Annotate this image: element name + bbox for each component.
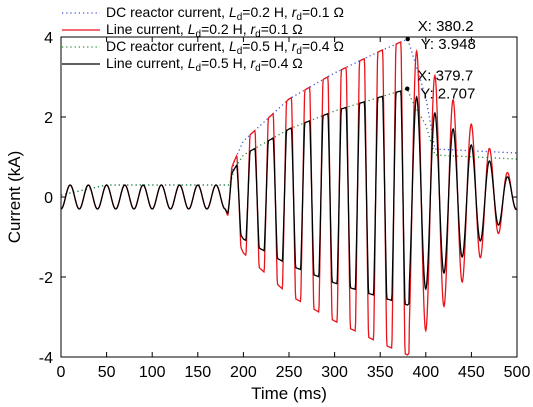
datatip-marker (405, 36, 410, 42)
legend-label-part: =0.1 Ω (261, 21, 303, 37)
series-4-line (61, 90, 517, 306)
legend-label-part: d (255, 29, 261, 40)
legend-label-part: L (188, 55, 196, 71)
legend-label-part: =0.2 H, (201, 21, 250, 37)
legend-label-part: d (296, 46, 302, 57)
legend-label: DC reactor current, Ld=0.5 H, rd=0.4 Ω (106, 38, 344, 57)
datatip-marker (405, 86, 410, 91)
legend-label: Line current, Ld=0.5 H, rd=0.4 Ω (106, 55, 303, 74)
x-tick-label: 300 (321, 364, 348, 381)
x-axis-title: Time (ms) (251, 384, 327, 403)
x-tick-label: 450 (458, 364, 485, 381)
legend-label-part: d (296, 12, 302, 23)
y-tick-label: 4 (44, 30, 53, 47)
x-tick-label: 350 (367, 364, 394, 381)
y-tick-label: 2 (44, 110, 53, 127)
x-tick-label: 100 (139, 364, 166, 381)
datatip-y-label: Y: 2.707 (420, 86, 475, 103)
axes-layer: 0 50 100 150 200 250 300 350 400 450 500 -4 -2 0 2 4 (39, 30, 531, 381)
legend-label-part: =0.4 Ω (302, 38, 344, 54)
y-tick-label: -4 (39, 350, 53, 367)
y-tick-label: 0 (44, 190, 53, 207)
x-tick-label: 400 (412, 364, 439, 381)
legend-label-part: L (229, 38, 237, 54)
legend-label-part: =0.4 Ω (261, 55, 303, 71)
x-tick-label: 0 (57, 364, 66, 381)
legend-label-part: r (251, 55, 257, 71)
datatip-y-label: Y: 3.948 (421, 36, 476, 53)
x-tick-label: 150 (184, 364, 211, 381)
legend-label-part: L (229, 4, 237, 20)
x-tick-label: 50 (98, 364, 116, 381)
x-tick-label: 500 (504, 364, 531, 381)
legend-label-part: =0.5 H, (201, 55, 250, 71)
legend-label-part: =0.5 H, (242, 38, 291, 54)
datatip-x-label: X: 379.7 (417, 68, 473, 85)
legend: DC reactor current, Ld=0.2 H, rd=0.1 ΩLi… (62, 4, 344, 74)
legend-label-part: Line current, (106, 55, 188, 71)
legend-label-part: =0.1 Ω (302, 4, 344, 20)
series-layer (61, 38, 517, 356)
legend-label: Line current, Ld=0.2 H, rd=0.1 Ω (106, 21, 303, 40)
series-3-line (61, 88, 517, 196)
y-axis-title: Current (kA) (5, 151, 24, 244)
legend-label-part: r (292, 38, 298, 54)
legend-label: DC reactor current, Ld=0.2 H, rd=0.1 Ω (106, 4, 344, 23)
legend-label-part: L (188, 21, 196, 37)
y-tick-label: -2 (39, 270, 53, 287)
legend-label-part: Line current, (106, 21, 188, 37)
datatip-x-label: X: 380.2 (418, 18, 474, 35)
legend-label-part: r (292, 4, 298, 20)
legend-label-part: DC reactor current, (106, 4, 229, 20)
legend-label-part: d (237, 12, 243, 23)
legend-label-part: d (237, 46, 243, 57)
legend-label-part: =0.2 H, (242, 4, 291, 20)
legend-label-part: d (196, 63, 202, 74)
legend-label-part: d (255, 63, 261, 74)
x-tick-label: 250 (276, 364, 303, 381)
legend-label-part: d (196, 29, 202, 40)
x-tick-label: 200 (230, 364, 257, 381)
legend-label-part: r (251, 21, 257, 37)
legend-label-part: DC reactor current, (106, 38, 229, 54)
data-tips: X: 380.2Y: 3.948 X: 379.7Y: 2.707 (405, 18, 476, 103)
